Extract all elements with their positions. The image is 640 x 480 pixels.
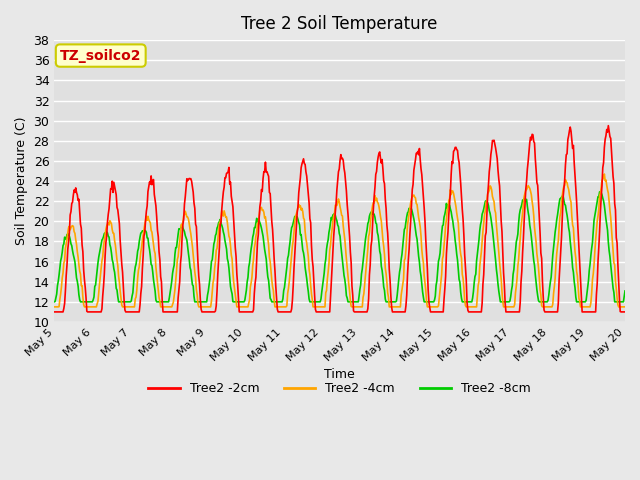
Tree2 -8cm [207,259,215,264]
Tree2 -2cm [605,123,612,129]
Tree2 -2cm [207,309,215,315]
Tree2 -8cm [596,189,604,195]
Tree2 -4cm [621,304,629,310]
Tree2 -8cm [409,213,417,218]
Tree2 -4cm [120,304,127,310]
Tree2 -2cm [61,300,68,306]
Tree2 -8cm [177,224,185,229]
Tree2 -8cm [61,234,68,240]
X-axis label: Time: Time [324,368,355,381]
Tree2 -4cm [61,258,68,264]
Legend: Tree2 -2cm, Tree2 -4cm, Tree2 -8cm: Tree2 -2cm, Tree2 -4cm, Tree2 -8cm [143,377,536,400]
Tree2 -4cm [177,222,185,228]
Tree2 -2cm [426,305,433,311]
Title: Tree 2 Soil Temperature: Tree 2 Soil Temperature [241,15,438,33]
Tree2 -2cm [51,309,58,315]
Tree2 -2cm [177,252,185,258]
Tree2 -4cm [426,304,433,310]
Tree2 -8cm [621,288,629,294]
Tree2 -4cm [51,304,58,310]
Tree2 -2cm [621,309,629,315]
Tree2 -8cm [120,299,127,305]
Tree2 -2cm [409,181,417,187]
Tree2 -4cm [207,298,215,304]
Y-axis label: Soil Temperature (C): Soil Temperature (C) [15,117,28,245]
Tree2 -8cm [426,299,433,305]
Line: Tree2 -8cm: Tree2 -8cm [54,192,625,302]
Tree2 -4cm [600,171,608,177]
Text: TZ_soilco2: TZ_soilco2 [60,48,141,62]
Tree2 -4cm [409,192,417,198]
Line: Tree2 -2cm: Tree2 -2cm [54,126,625,312]
Tree2 -8cm [51,299,58,305]
Tree2 -2cm [120,284,127,289]
Line: Tree2 -4cm: Tree2 -4cm [54,174,625,307]
